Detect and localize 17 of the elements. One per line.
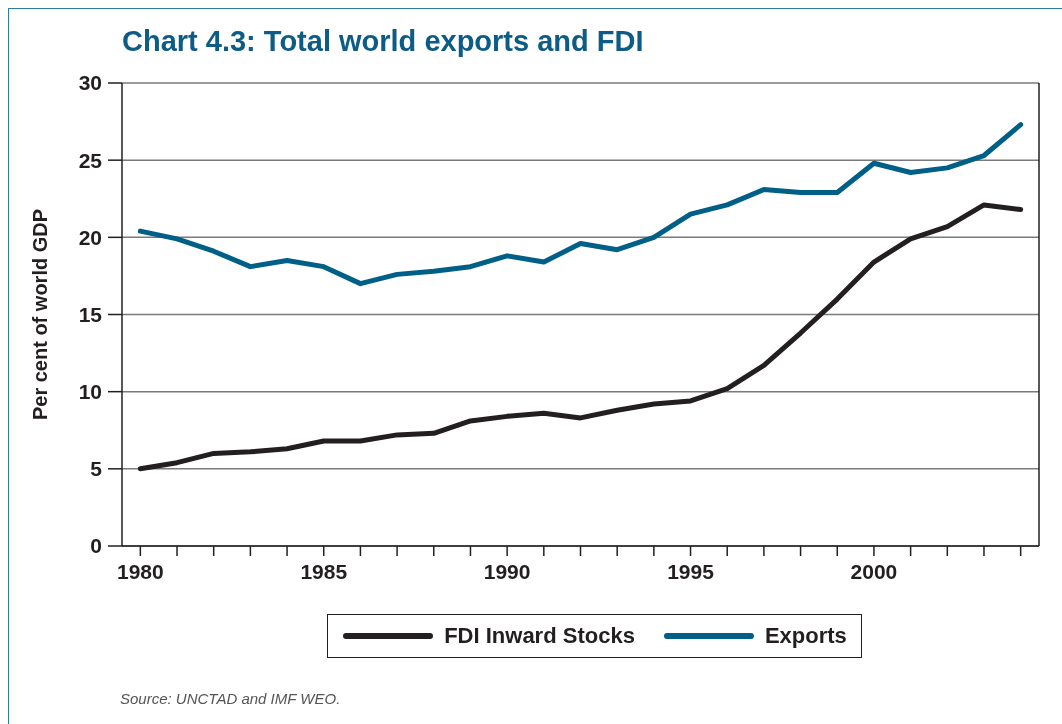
legend-label: Exports (764, 623, 847, 649)
source-note: Source: UNCTAD and IMF WEO. (120, 690, 341, 707)
x-tick-label: 1985 (300, 559, 348, 583)
y-tick-label: 5 (90, 457, 103, 481)
y-tick-label: 10 (78, 380, 102, 404)
y-tick-label: 20 (78, 225, 102, 249)
y-tick-label: 15 (78, 302, 103, 326)
x-tick-label: 2000 (850, 559, 898, 583)
y-tick-label: 0 (90, 534, 102, 558)
x-tick-label: 1980 (116, 559, 164, 583)
y-tick-label: 25 (78, 148, 103, 172)
x-tick-label: 1995 (667, 559, 715, 583)
legend-label: FDI Inward Stocks (444, 623, 635, 649)
y-axis-title: Per cent of world GDP (29, 208, 51, 421)
x-tick-label: 1990 (483, 559, 531, 583)
y-tick-label: 30 (78, 71, 102, 95)
chart-title: Chart 4.3: Total world exports and FDI (122, 25, 644, 58)
